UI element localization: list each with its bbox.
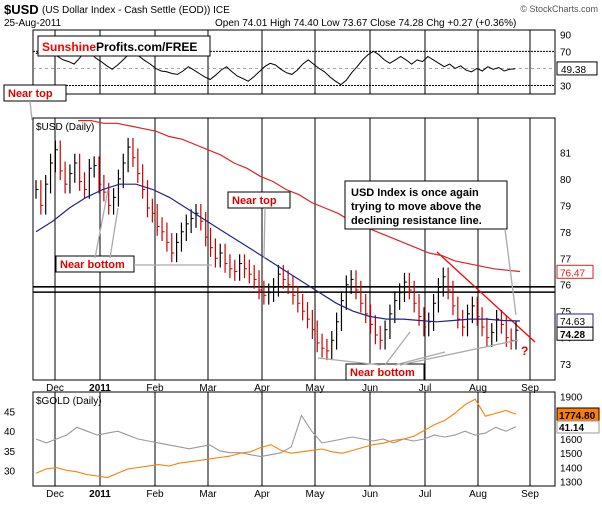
price-label: 74.63 [560, 317, 585, 328]
momentum-y-tick: 30 [560, 81, 572, 92]
gold-panel [32, 391, 556, 487]
x-tick-label: Jun [362, 489, 378, 500]
usd-overlay-value-label: 41.14 [559, 423, 584, 434]
x-tick-label: Jun [362, 383, 378, 394]
gold-price-line [35, 398, 517, 479]
gold-right-y-tick: 1900 [560, 392, 583, 403]
x-tick-label: Aug [469, 383, 487, 394]
price-label-box [556, 264, 594, 279]
callout-line-1: USD Index is once again [351, 187, 479, 199]
x-tick-label: Dec [46, 489, 64, 500]
x-tick-label: Apr [254, 383, 270, 394]
ohlc-label: Open 74.01 High 74.40 Low 73.67 Close 74… [215, 18, 516, 29]
svg-text:Near bottom: Near bottom [60, 259, 125, 271]
gold-value-label: 1774.80 [559, 411, 596, 422]
svg-text:Near bottom: Near bottom [350, 367, 415, 379]
declining-resistance-line [436, 251, 536, 343]
momentum-y-tick: 90 [560, 30, 572, 41]
gold-chart: 3035404513001400150016001700180019001774… [4, 392, 600, 489]
moving-average-long [78, 119, 521, 273]
momentum-indicator: 3050709049.38 [33, 30, 598, 92]
momentum-line [35, 46, 516, 86]
callout-line-3: declining resistance line. [351, 215, 482, 227]
gold-left-y-tick: 30 [4, 466, 16, 477]
annotation-near-top-1: Near top [3, 84, 67, 102]
price-panel [32, 117, 556, 381]
x-tick-label: 2011 [89, 489, 111, 500]
x-tick-label: Jul [419, 489, 432, 500]
annotation-near-bottom-2: Near bottom [345, 363, 425, 381]
symbol-description: (US Dollar Index - Cash Settle (EOD)) IC… [42, 5, 230, 16]
moving-average-short [35, 183, 521, 323]
x-tick-label: Feb [146, 489, 164, 500]
x-tick-label: May [306, 383, 325, 394]
gold-panel-title: $GOLD (Daily) [36, 396, 102, 407]
price-y-tick: 79 [560, 201, 572, 212]
price-y-tick: 81 [560, 148, 572, 159]
price-y-tick: 76 [560, 281, 572, 292]
x-tick-label: Mar [199, 383, 217, 394]
x-tick-label: Sep [521, 489, 539, 500]
annotation-near-top-2: Near top [227, 191, 291, 209]
gold-right-y-tick: 1600 [560, 435, 583, 446]
price-panel-title: $USD (Daily) [36, 122, 94, 133]
price-y-tick: 75 [560, 307, 572, 318]
usd-overlay-line [35, 414, 517, 458]
brand-box [37, 35, 211, 57]
date-label: 25-Aug-2011 [4, 18, 62, 29]
x-tick-label: Dec [46, 383, 64, 394]
gold-left-y-tick: 40 [4, 427, 16, 438]
x-tick-label: Aug [469, 489, 487, 500]
x-tick-label: Sep [521, 383, 539, 394]
gold-right-y-tick: 1400 [560, 463, 583, 474]
gold-right-y-tick: 1300 [560, 478, 583, 489]
x-tick-label: Jul [419, 383, 432, 394]
question-mark: ? [521, 344, 528, 358]
annotation-near-bottom-1: Near bottom [55, 255, 135, 273]
x-tick-label: Feb [146, 383, 164, 394]
price-label-box [556, 326, 594, 341]
x-tick-label: Mar [199, 489, 217, 500]
callout-line-2: trying to move above the [351, 201, 481, 213]
momentum-value-label: 49.38 [561, 65, 586, 76]
svg-text:Near top: Near top [232, 195, 277, 207]
price-y-tick: 78 [560, 228, 572, 239]
momentum-y-tick: 70 [560, 47, 572, 58]
brand-part1: Sunshine [42, 40, 96, 54]
price-label: 76.47 [560, 268, 585, 279]
price-label: 74.28 [560, 330, 585, 341]
usd-overlay-value-box [556, 420, 600, 434]
callout-box: USD Index is once again trying to move a… [344, 180, 508, 230]
price-y-tick: 80 [560, 175, 572, 186]
momentum-panel [32, 29, 556, 95]
price-y-tick: 73 [560, 360, 572, 371]
gold-left-y-tick: 35 [4, 447, 16, 458]
svg-text:Near top: Near top [8, 88, 53, 100]
x-tick-label: 2011 [89, 383, 111, 394]
x-tick-label: Apr [254, 489, 270, 500]
watermark: © StockCharts.com [520, 4, 598, 14]
x-tick-label: May [306, 489, 325, 500]
price-y-tick: 77 [560, 254, 572, 265]
brand-part2: Profits.com/FREE [96, 40, 197, 54]
symbol-title: $USD [4, 2, 39, 17]
gold-left-y-tick: 45 [4, 408, 16, 419]
annotation-pointers [29, 100, 519, 366]
momentum-value-box [556, 61, 598, 76]
gold-right-y-tick: 1500 [560, 449, 583, 460]
brand-text: SunshineProfits.com/FREE [42, 40, 197, 54]
